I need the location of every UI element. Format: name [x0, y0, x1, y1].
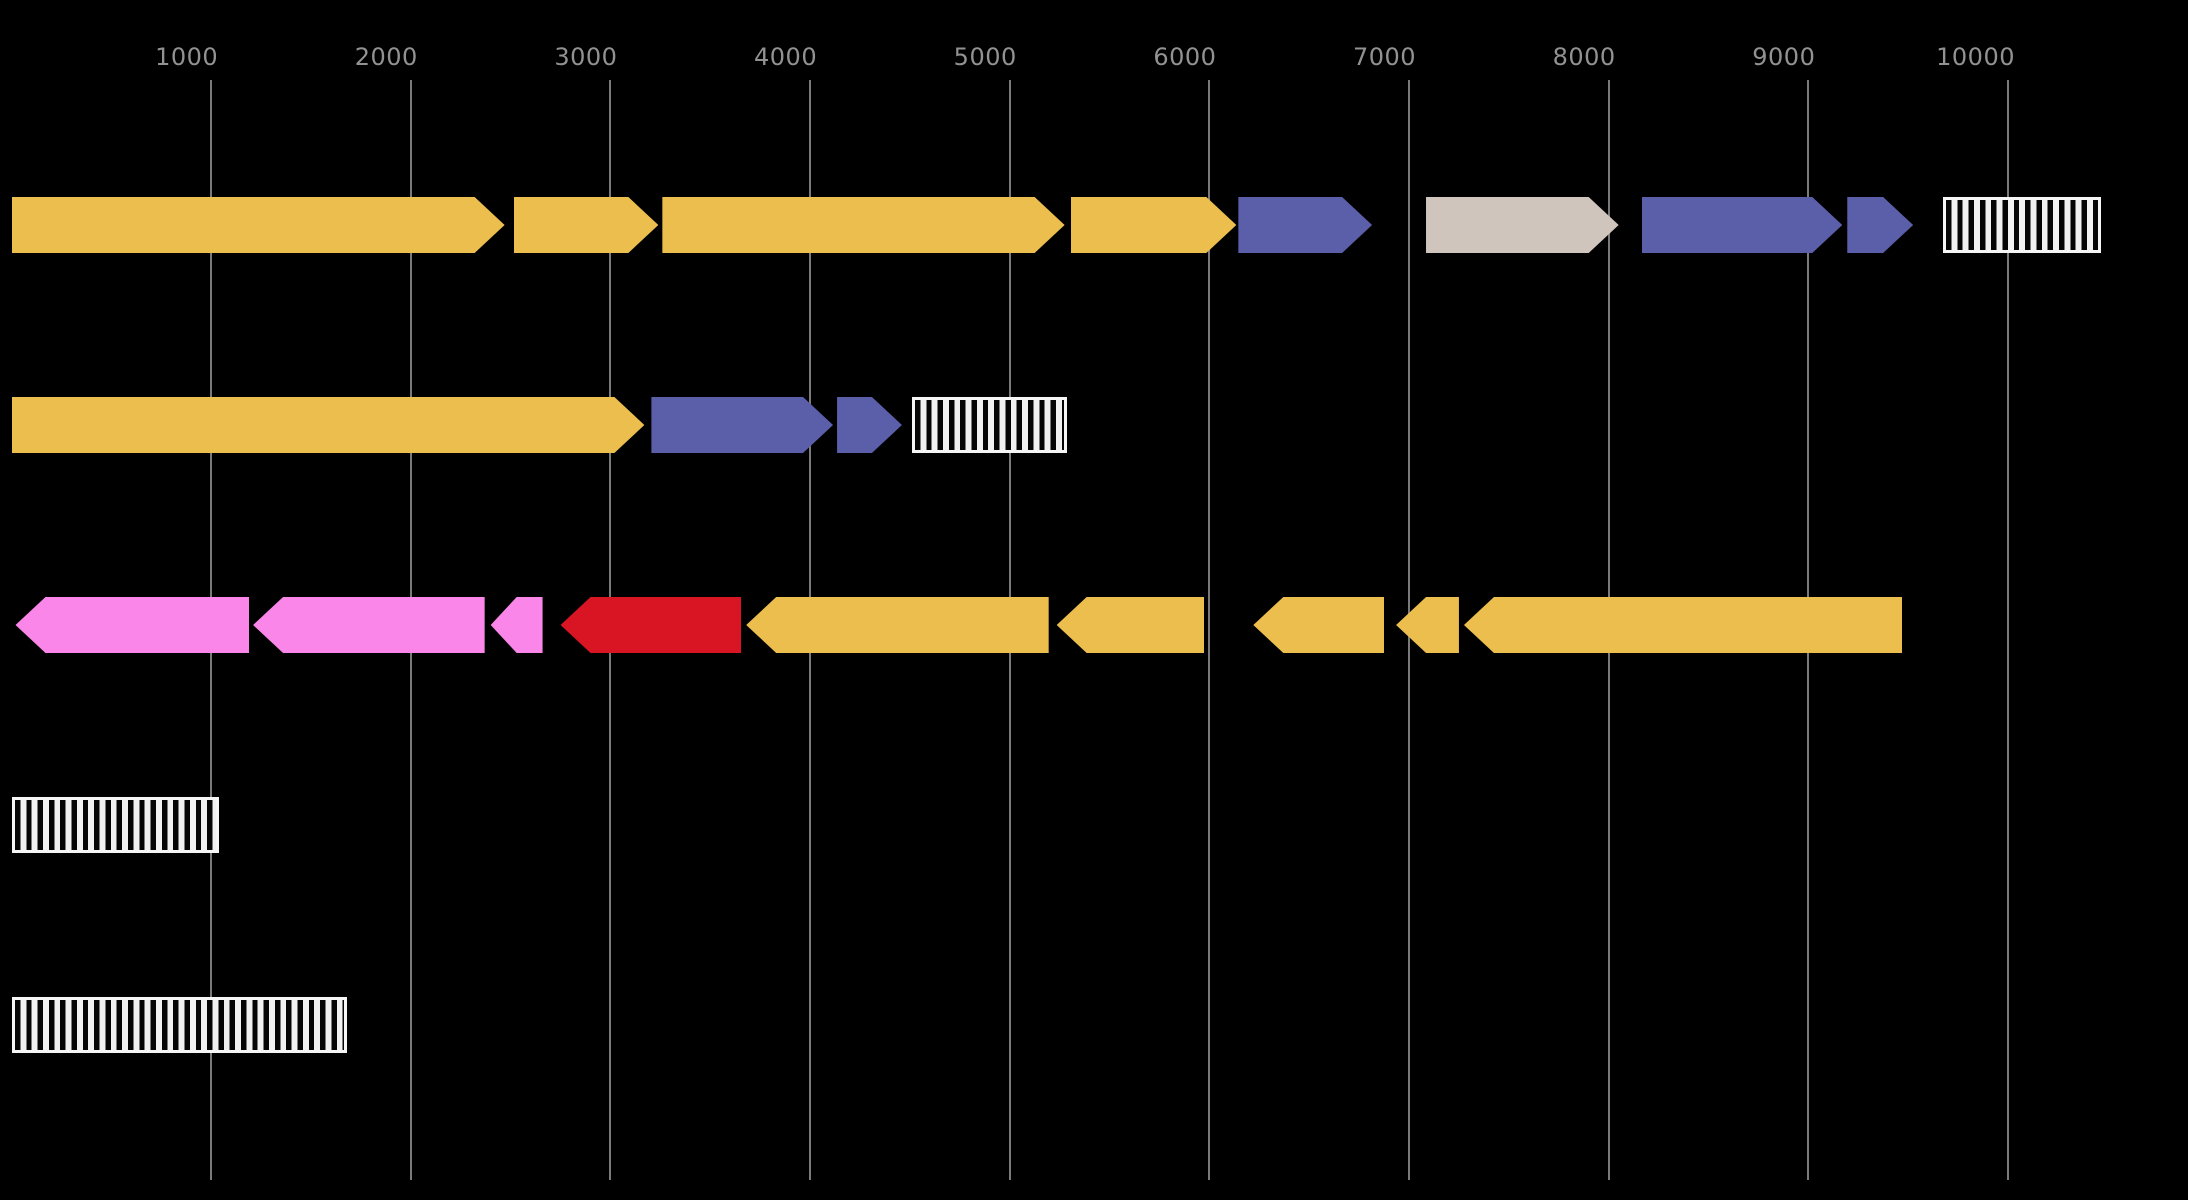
gene-arrow-gold-right: [513, 197, 659, 253]
gridline-6000: [1208, 80, 1211, 1180]
axis-tick-label-8000: 8000: [1552, 43, 1616, 71]
gene-arrow-gold-left: [1253, 597, 1385, 653]
striped-gene-box: [11, 797, 220, 853]
gene-arrow-pink-left: [15, 597, 250, 653]
track-2: [0, 397, 2188, 453]
axis-tick-label-2000: 2000: [354, 43, 418, 71]
track-3: [0, 597, 2188, 653]
gene-arrow-blue-right: [1641, 197, 1843, 253]
gene-arrow-tan-right: [1426, 197, 1619, 253]
track-5: [0, 997, 2188, 1053]
gene-arrow-gold-left: [746, 597, 1049, 653]
gene-arrow-pink-left: [490, 597, 543, 653]
axis-tick-label-3000: 3000: [554, 43, 618, 71]
striped-gene-box: [11, 997, 347, 1053]
axis-tick-label-6000: 6000: [1153, 43, 1217, 71]
gene-arrow-gold-right: [11, 197, 505, 253]
axis-tick-label-7000: 7000: [1352, 43, 1417, 71]
gene-arrow-gold-left: [1056, 597, 1205, 653]
gene-arrow-gold-right: [662, 197, 1065, 253]
gene-arrow-gold-left: [1463, 597, 1903, 653]
axis-tick-label-1000: 1000: [155, 43, 219, 71]
gene-arrow-gold-left: [1396, 597, 1459, 653]
gene-arrow-blue-right: [1238, 197, 1373, 253]
gene-arrow-blue-right: [651, 397, 834, 453]
gene-arrow-pink-left: [253, 597, 485, 653]
striped-gene-box: [911, 397, 1067, 453]
track-1: [0, 197, 2188, 253]
gene-arrow-red-left: [560, 597, 742, 653]
gridline-10000: [2007, 80, 2009, 1180]
striped-gene-box: [1943, 197, 2101, 253]
gene-arrow-blue-right: [1847, 197, 1914, 253]
axis-tick-label-4000: 4000: [754, 43, 818, 71]
axis-tick-label-10000: 10000: [1936, 43, 2015, 71]
axis-tick-label-5000: 5000: [953, 43, 1017, 71]
track-4: [0, 797, 2188, 853]
gene-arrow-gold-right: [1070, 197, 1237, 253]
axis-tick-label-9000: 9000: [1752, 43, 1816, 71]
gene-arrow-blue-right: [837, 397, 902, 453]
gene-arrow-gold-right: [11, 397, 645, 453]
